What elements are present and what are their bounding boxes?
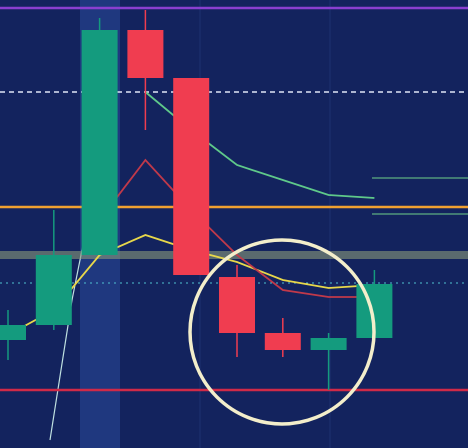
indicator-line [98,158,375,298]
candle-body [219,277,255,333]
candle-body [127,30,164,78]
candle-body [264,333,301,350]
candle-body [310,338,347,350]
marks [0,6,468,392]
candle-body [35,255,72,325]
highlight-circle [188,238,376,426]
candle-body [173,78,210,275]
candle-body [0,325,26,340]
candle-body [81,30,118,255]
